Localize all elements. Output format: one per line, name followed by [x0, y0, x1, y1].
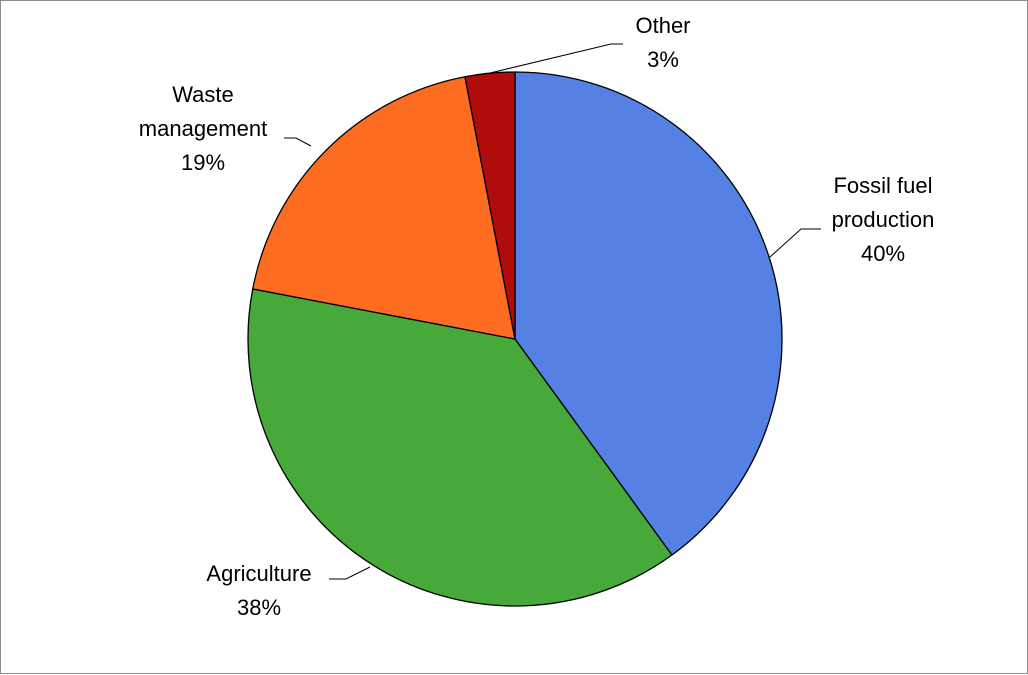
leader-line-waste-management	[284, 137, 312, 147]
pie-labels: Fossil fuel production 40% Agriculture 38% Wa…	[139, 13, 935, 620]
pie-slice-fossil-fuel-production	[514, 71, 783, 556]
slice-label-other: Other 3%	[635, 13, 690, 72]
slice-label-agriculture: Agriculture 38%	[206, 561, 311, 620]
leader-line-fossil-fuel-production	[769, 228, 821, 258]
slice-name-line: production	[832, 207, 935, 232]
slice-name-line: management	[139, 116, 267, 141]
slice-name-line: Agriculture	[206, 561, 311, 586]
slice-name-line: Waste	[172, 82, 234, 107]
slice-percent: 3%	[647, 47, 679, 72]
pie-slice-agriculture	[247, 288, 673, 607]
leader-line-agriculture	[329, 566, 371, 580]
slice-label-waste-management: Waste management 19%	[139, 82, 267, 175]
pie-slice-waste-management	[252, 76, 516, 340]
pie-slice-other	[464, 71, 516, 340]
slice-percent: 19%	[181, 150, 225, 175]
slice-percent: 38%	[237, 595, 281, 620]
pie-slices	[247, 71, 783, 607]
slice-label-fossil-fuel-production: Fossil fuel production 40%	[832, 173, 935, 266]
leader-line-other	[489, 43, 623, 74]
slice-name-line: Fossil fuel	[833, 173, 932, 198]
slice-percent: 40%	[861, 241, 905, 266]
slice-name-line: Other	[635, 13, 690, 38]
